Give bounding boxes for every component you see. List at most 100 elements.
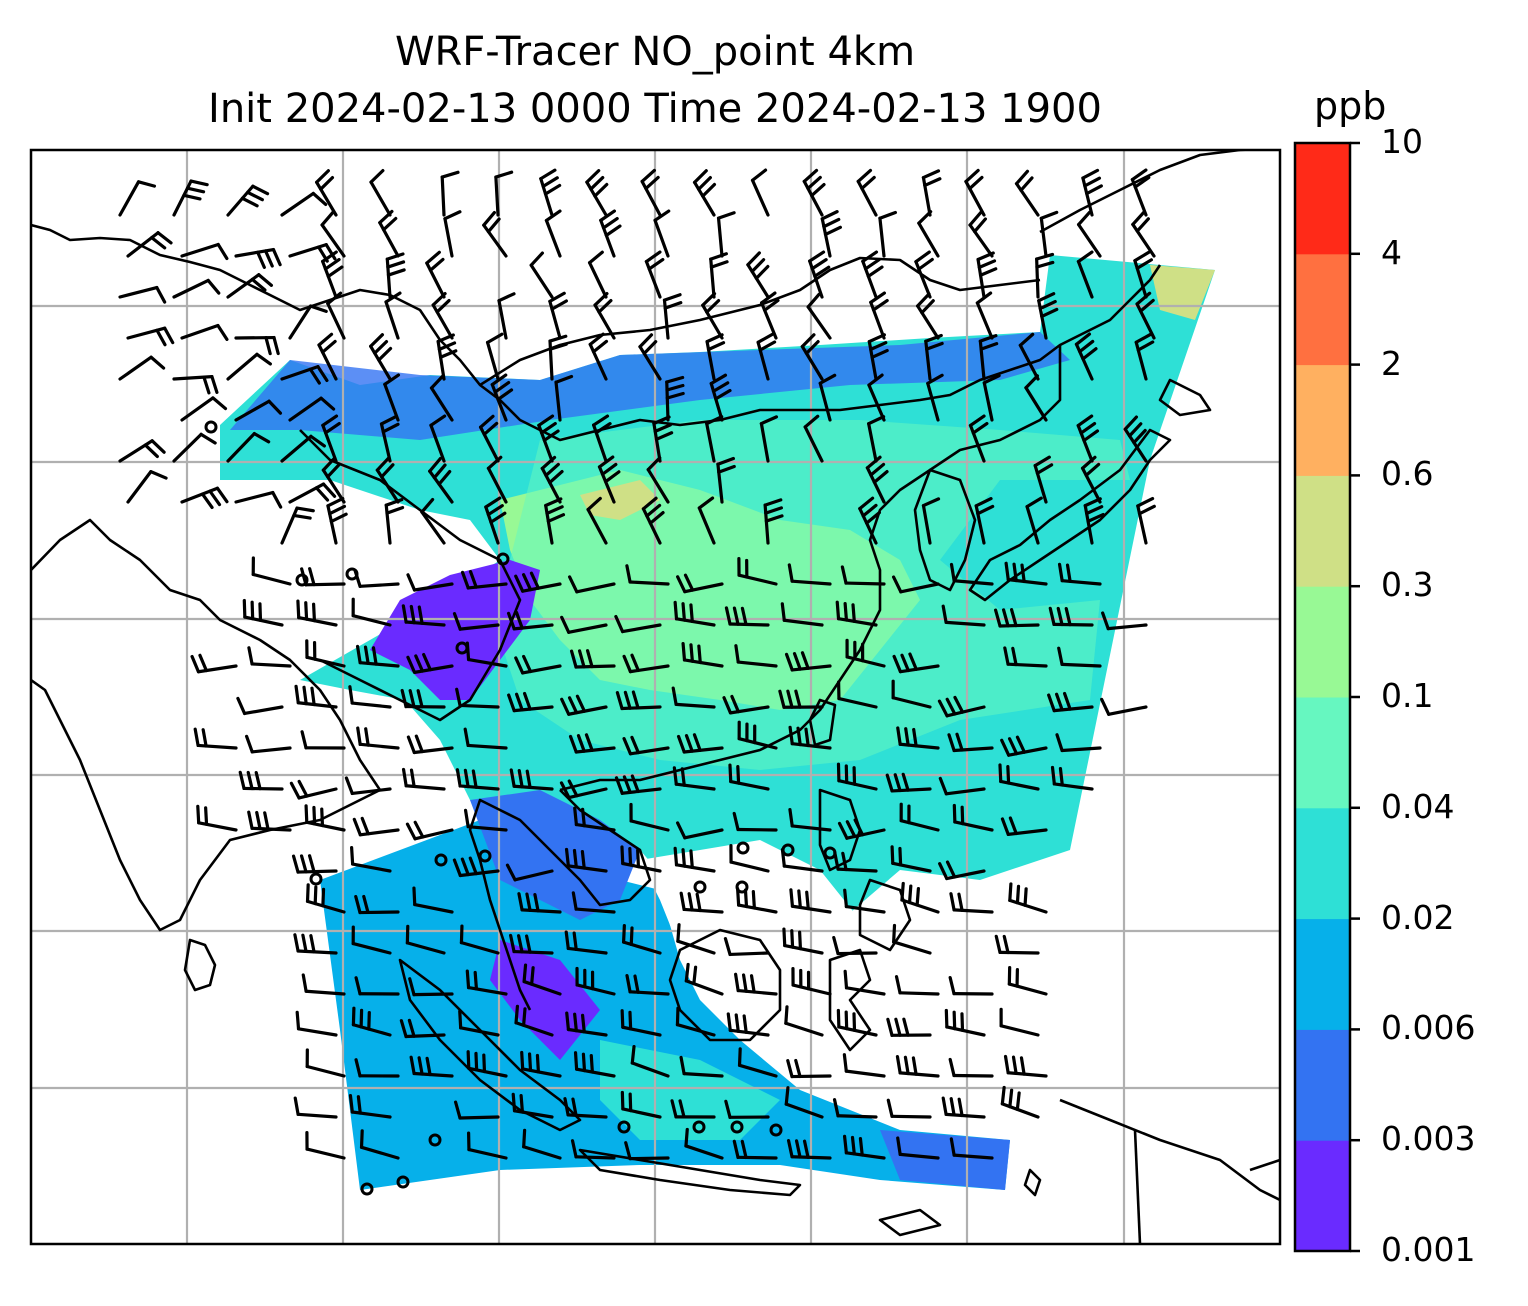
wind-barb [289, 779, 338, 800]
wind-barb [295, 1010, 338, 1037]
wind-barb [673, 600, 716, 627]
wind-barb [172, 278, 221, 299]
wind-barb [1130, 168, 1151, 217]
wind-barb [305, 883, 346, 914]
wind-barb [896, 726, 940, 750]
wind-barb [921, 169, 942, 217]
calm-wind-circle [295, 573, 309, 587]
wind-barb [948, 975, 994, 996]
wind-barb [226, 432, 271, 463]
wind-barb [548, 291, 568, 340]
wind-barb [497, 292, 516, 340]
wind-barb [750, 168, 770, 217]
wind-barb [459, 924, 500, 955]
wind-barb [679, 891, 724, 914]
wind-barb [431, 291, 454, 340]
coastline-korea [913, 468, 977, 592]
wind-barb [949, 562, 994, 586]
wind-barb [351, 597, 392, 627]
wind-barb [948, 1057, 994, 1078]
wind-barb [964, 168, 986, 217]
map-plot-area [31, 150, 1280, 1244]
wind-barb [593, 292, 616, 340]
calm-wind-circle [434, 853, 448, 867]
wind-barb [568, 733, 616, 754]
colorbar-tick-label: 2 [1381, 343, 1402, 383]
map-frame [29, 148, 1282, 1246]
wind-barb [1003, 646, 1048, 668]
wind-barb [247, 810, 292, 832]
wind-barb [941, 604, 986, 627]
wind-barb [226, 184, 270, 217]
wind-barb [818, 373, 837, 422]
wind-barb [734, 644, 778, 668]
wind-barb [505, 863, 554, 882]
wind-barb [280, 191, 328, 217]
wind-barb [511, 1092, 554, 1119]
wind-barb [326, 291, 346, 340]
wind-barb [709, 373, 732, 422]
colorbar-segment [1295, 697, 1350, 809]
wind-barb [786, 1058, 832, 1079]
calm-wind-circle [496, 552, 510, 566]
wind-barb [118, 285, 167, 304]
calm-wind-markers [204, 420, 837, 1196]
wind-barb [614, 774, 662, 795]
wind-barb [944, 1008, 986, 1037]
wind-barb [559, 779, 608, 800]
wind-barb [629, 802, 670, 832]
wind-barb [280, 434, 326, 463]
wind-barb [622, 653, 670, 674]
wind-barb [788, 725, 832, 750]
wind-barb [180, 396, 228, 422]
wind-barb [1077, 210, 1102, 258]
wind-barb [1134, 332, 1155, 381]
wind-barb [737, 557, 778, 586]
wind-barb [676, 573, 724, 594]
wind-barb [429, 374, 454, 422]
wind-barb [759, 415, 779, 463]
wind-barb [369, 169, 392, 217]
wind-barb [665, 375, 685, 422]
wind-barb [520, 1050, 562, 1078]
wind-barb [1000, 1085, 1040, 1119]
colorbar [1293, 141, 1360, 1253]
wind-barb [1033, 455, 1054, 504]
wind-barb [1080, 455, 1102, 504]
wind-barb [369, 333, 393, 381]
wind-barb [544, 209, 562, 258]
wind-barb [832, 1098, 878, 1119]
wind-barb [867, 333, 889, 381]
wind-barb [978, 334, 999, 381]
wind-barb [585, 169, 609, 217]
calm-wind-circle [781, 843, 795, 857]
coastline-borneo [668, 928, 782, 1042]
wind-barb [482, 210, 508, 258]
wind-barb [701, 292, 724, 340]
wind-barb [348, 1094, 392, 1119]
wind-barb [180, 242, 229, 261]
wind-barb [974, 497, 995, 545]
wind-barb [429, 414, 447, 463]
wind-barb [865, 455, 889, 504]
wind-barb [1101, 611, 1148, 631]
wind-barb [638, 333, 662, 381]
wind-barb [540, 455, 564, 504]
wind-barb [409, 1055, 454, 1078]
colorbar-segment [1295, 807, 1350, 920]
wind-barb [620, 845, 662, 873]
wind-barb [895, 1055, 940, 1078]
wind-barb [624, 1141, 670, 1161]
wind-barb [575, 966, 616, 996]
wind-barb [383, 373, 401, 422]
wind-barb [588, 332, 609, 381]
wind-barb [1007, 965, 1048, 996]
wind-barb [891, 679, 932, 709]
wind-barb [746, 251, 770, 299]
colorbar-tick-label: 0.04 [1381, 786, 1455, 826]
wind-barb [294, 684, 338, 709]
border-inner-asia [299, 429, 522, 722]
wind-barb [514, 1004, 554, 1037]
wind-barb [941, 1096, 986, 1119]
wind-barb [420, 497, 446, 545]
